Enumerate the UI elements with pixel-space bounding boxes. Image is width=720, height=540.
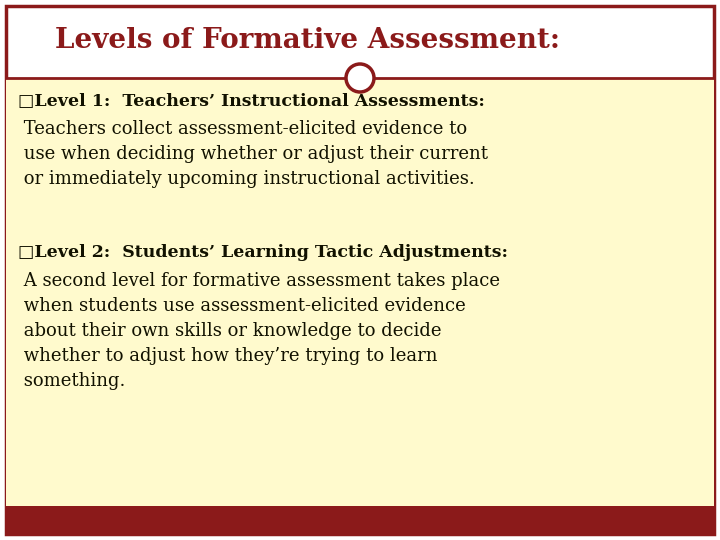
Text: □Level 2:  Students’ Learning Tactic Adjustments:: □Level 2: Students’ Learning Tactic Adju… <box>18 244 508 261</box>
Circle shape <box>346 64 374 92</box>
Text: Levels of Formative Assessment:: Levels of Formative Assessment: <box>55 26 560 53</box>
Text: A second level for formative assessment takes place
 when students use assessmen: A second level for formative assessment … <box>18 272 500 390</box>
FancyBboxPatch shape <box>6 6 714 534</box>
Text: Teachers collect assessment-elicited evidence to
 use when deciding whether or a: Teachers collect assessment-elicited evi… <box>18 120 488 188</box>
FancyBboxPatch shape <box>6 78 714 510</box>
FancyBboxPatch shape <box>6 506 714 534</box>
Text: □Level 1:  Teachers’ Instructional Assessments:: □Level 1: Teachers’ Instructional Assess… <box>18 93 485 110</box>
